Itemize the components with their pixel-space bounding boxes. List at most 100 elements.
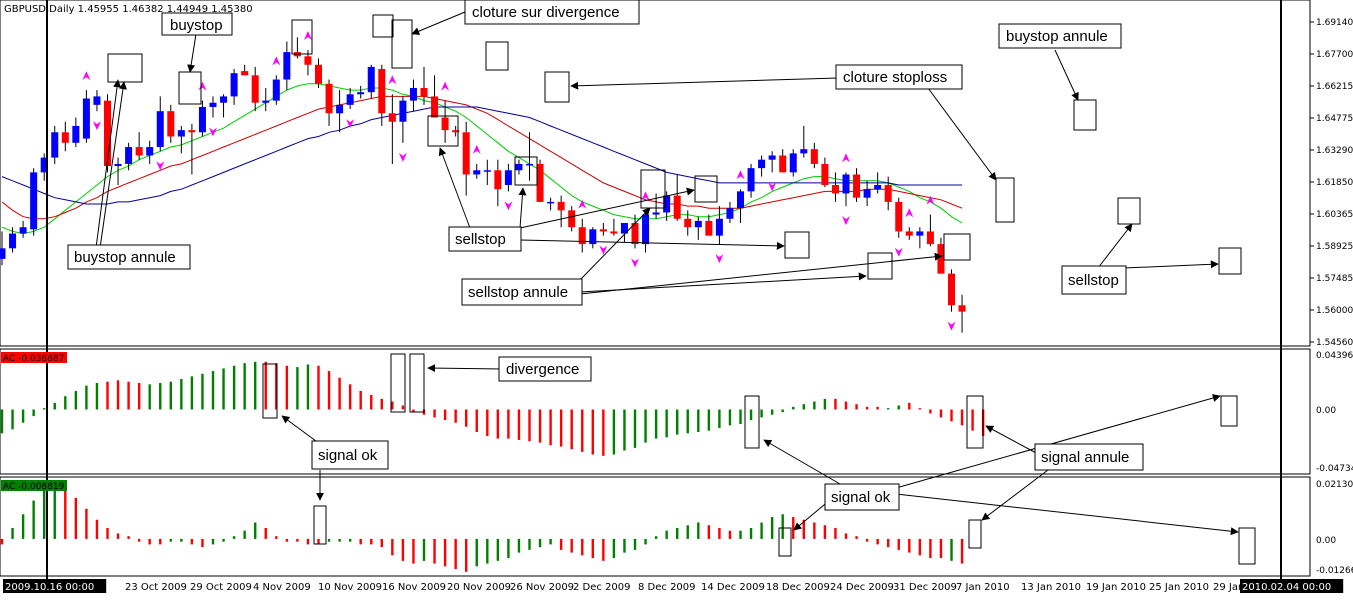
candle-body (9, 233, 17, 249)
candle-body (367, 66, 375, 93)
candle-body (125, 147, 133, 164)
candle-body (93, 96, 101, 105)
candle-body (652, 212, 660, 215)
candle-body (599, 229, 607, 232)
box-sellstop-3 (694, 175, 718, 203)
ac-histogram-2 (0, 481, 964, 572)
candle-body (198, 106, 206, 133)
y-tick-label: 0.00 (1316, 406, 1336, 416)
candle-body (82, 98, 90, 139)
fractal-up-icon (905, 208, 914, 218)
candle-body (758, 159, 766, 169)
fractal-down-icon (842, 216, 850, 226)
box-fractal-2 (372, 14, 394, 38)
candle-body (262, 100, 270, 103)
callout-signal-ok-2: signal ok (831, 489, 891, 506)
box-ac2-signal-1 (313, 505, 327, 545)
candle-body (251, 75, 259, 103)
candle-body (315, 64, 322, 84)
candle-body (72, 125, 80, 143)
fractal-up-icon (441, 81, 450, 91)
x-tick-label: 4 Nov 2009 (253, 582, 311, 593)
candle-body (431, 96, 439, 118)
box-ac1-signal-3 (744, 395, 760, 449)
x-tick-label: 20 Nov 2009 (447, 582, 511, 593)
candle-body (452, 130, 460, 133)
box-sellstop-annule-2 (867, 252, 893, 280)
x-axis: 2009.10.16 00:00 23 Oct 2009 29 Oct 2009 4 … (3, 579, 1344, 593)
candle-body (420, 87, 428, 97)
candle-body (610, 231, 618, 234)
candle-body (283, 52, 291, 80)
candle-body (515, 163, 523, 171)
box-fractal-1 (291, 19, 313, 55)
y-tick-label: 1.61850 (1316, 178, 1353, 188)
callout-buystop-annule-right: buystop annule (1006, 28, 1108, 45)
candle-body (61, 132, 69, 143)
x-cursor-label: 2010.02.04 00:00 (1242, 582, 1331, 593)
candle-body (504, 170, 512, 186)
callout-buystop-box (161, 12, 233, 36)
candle-body (895, 201, 903, 232)
candle-body (51, 132, 59, 158)
candle-body (726, 208, 734, 219)
annotation-arrows (95, 11, 1239, 536)
x-tick-label: 19 Jan 2010 (1086, 582, 1146, 593)
box-ac1-signal-2 (390, 353, 406, 413)
callout-sellstop-right: sellstop (1068, 272, 1119, 289)
fractal-down-icon (92, 121, 101, 131)
symbol-title: GBPUSD,Daily 1.45955 1.46382 1.44949 1.4… (4, 4, 253, 15)
candle-body (346, 94, 354, 105)
candle-body (800, 149, 808, 154)
candle-body (937, 244, 945, 274)
candle-body (853, 174, 861, 198)
fractal-up-icon (198, 81, 207, 91)
callout-buystop: buystop (170, 17, 223, 34)
box-ac2-signal-3 (1238, 527, 1256, 565)
ac2-title-bg (1, 480, 67, 491)
callout-divergence: divergence (506, 361, 579, 378)
candle-body (948, 273, 955, 306)
box-sellstop-annule-3 (943, 233, 971, 261)
callout-buystop-annule-left: buystop annule (74, 249, 176, 266)
candle-body (631, 223, 639, 245)
candle-body (578, 227, 586, 245)
candle-body (789, 153, 797, 173)
candle-body (916, 231, 924, 236)
box-buystop-annule-right (1073, 99, 1097, 131)
callout-sellstop-right-box (1061, 265, 1127, 295)
fractal-down-icon (715, 254, 724, 264)
box-ac1-signal-annule (966, 395, 984, 449)
candle-body (441, 117, 449, 131)
box-sellstop-1 (427, 115, 459, 147)
x-tick-label: 29 Oct 2009 (190, 582, 252, 593)
ma-mid-line (1, 95, 963, 220)
candle-body (620, 223, 628, 234)
fractal-down-icon (631, 258, 639, 268)
callout-divergence-box (498, 356, 592, 382)
box-ac1-signal-1 (262, 363, 278, 419)
callout-signal-annule-box (1034, 443, 1144, 471)
callout-sellstop-annule-box (461, 278, 583, 306)
x-tick-label: 29 Jan (1213, 582, 1244, 593)
candle-body (810, 149, 818, 164)
x-tick-label: 7 Jan 2010 (956, 582, 1010, 593)
candle-body (473, 170, 481, 175)
candle-body (884, 185, 892, 202)
candle-body (378, 68, 386, 114)
fractal-up-icon (736, 170, 745, 180)
callouts: buystop cloture sur divergence cloture s… (67, 0, 1144, 511)
candle-body (905, 231, 913, 236)
y-tick-label: 1.58925 (1316, 242, 1353, 252)
box-cloture-stoploss-2 (995, 177, 1015, 223)
fractal-up-icon (303, 30, 312, 40)
candle-body (336, 104, 344, 114)
callout-sellstop-mid: sellstop (455, 231, 506, 248)
x-tick-label: 8 Dec 2009 (638, 582, 696, 593)
y-axis: 1.69140 1.67700 1.66215 1.64775 1.63290 1.618… (1310, 18, 1353, 576)
box-cloture-stoploss (544, 71, 570, 103)
fractal-up-icon (272, 56, 281, 66)
y-tick-label: 1.67700 (1316, 50, 1353, 60)
fractal-down-icon (768, 182, 777, 192)
candle-body (863, 189, 871, 198)
